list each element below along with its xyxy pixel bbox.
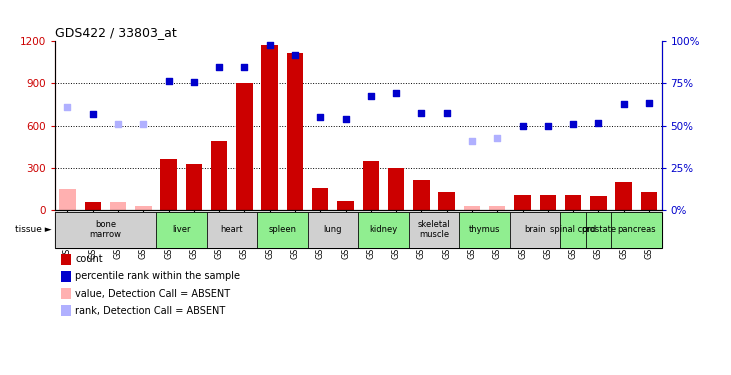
Bar [565,195,581,210]
Text: spleen: spleen [268,225,296,234]
Point [87,111,99,117]
Bar [55,212,156,248]
Bar [363,161,379,210]
Bar [257,212,308,248]
Point [441,110,452,116]
Bar [160,159,177,210]
Text: tissue ►: tissue ► [15,225,51,234]
Bar [85,202,101,210]
Text: kidney: kidney [369,225,398,234]
Bar [515,195,531,210]
Bar [586,212,611,248]
Point [517,123,529,129]
Point [163,78,175,84]
Text: pancreas: pancreas [617,225,656,234]
Bar [463,206,480,210]
Text: thymus: thymus [469,225,500,234]
Bar [539,195,556,210]
Point [643,100,655,106]
Bar [358,212,409,248]
Bar [61,288,71,299]
Point [466,138,478,144]
Point [238,63,250,70]
Text: liver: liver [172,225,191,234]
Bar [439,192,455,210]
Text: skeletal
muscle: skeletal muscle [417,220,450,239]
Bar [312,188,328,210]
Text: value, Detection Call = ABSENT: value, Detection Call = ABSENT [75,288,230,298]
Point [112,121,124,127]
Text: spinal cord: spinal cord [550,225,596,234]
Text: count: count [75,254,103,264]
Bar [337,201,354,210]
Text: bone
marrow: bone marrow [89,220,121,239]
Point [390,90,402,96]
Bar [61,254,71,265]
Point [542,123,553,129]
Bar [135,206,151,210]
Bar [459,212,510,248]
Bar [287,53,303,210]
Bar [262,45,278,210]
Bar [61,271,71,282]
Text: percentile rank within the sample: percentile rank within the sample [75,272,240,282]
Bar [206,212,257,248]
Point [61,104,73,110]
Bar [409,212,459,248]
Bar [489,206,505,210]
Bar [61,305,71,316]
Text: brain: brain [524,225,546,234]
Text: rank, Detection Call = ABSENT: rank, Detection Call = ABSENT [75,306,226,316]
Bar [590,196,607,210]
Point [188,79,200,85]
Point [567,121,579,127]
Bar [156,212,206,248]
Bar [308,212,358,248]
Text: lung: lung [324,225,342,234]
Point [213,63,225,70]
Bar [413,180,430,210]
Point [415,110,427,116]
Point [264,42,276,48]
Bar [510,212,561,248]
Point [593,120,605,126]
Bar [211,141,227,210]
Point [314,114,326,120]
Point [491,135,503,141]
Text: prostate: prostate [581,225,616,234]
Bar [186,164,202,210]
Text: GDS422 / 33803_at: GDS422 / 33803_at [55,26,177,39]
Point [365,93,376,99]
Point [137,121,149,127]
Bar [561,212,586,248]
Bar [640,192,657,210]
Bar [616,182,632,210]
Point [618,101,629,107]
Bar [236,84,253,210]
Point [340,116,352,122]
Bar [611,212,662,248]
Bar [59,189,76,210]
Bar [110,202,126,210]
Bar [388,168,404,210]
Text: heart: heart [221,225,243,234]
Point [289,53,301,58]
